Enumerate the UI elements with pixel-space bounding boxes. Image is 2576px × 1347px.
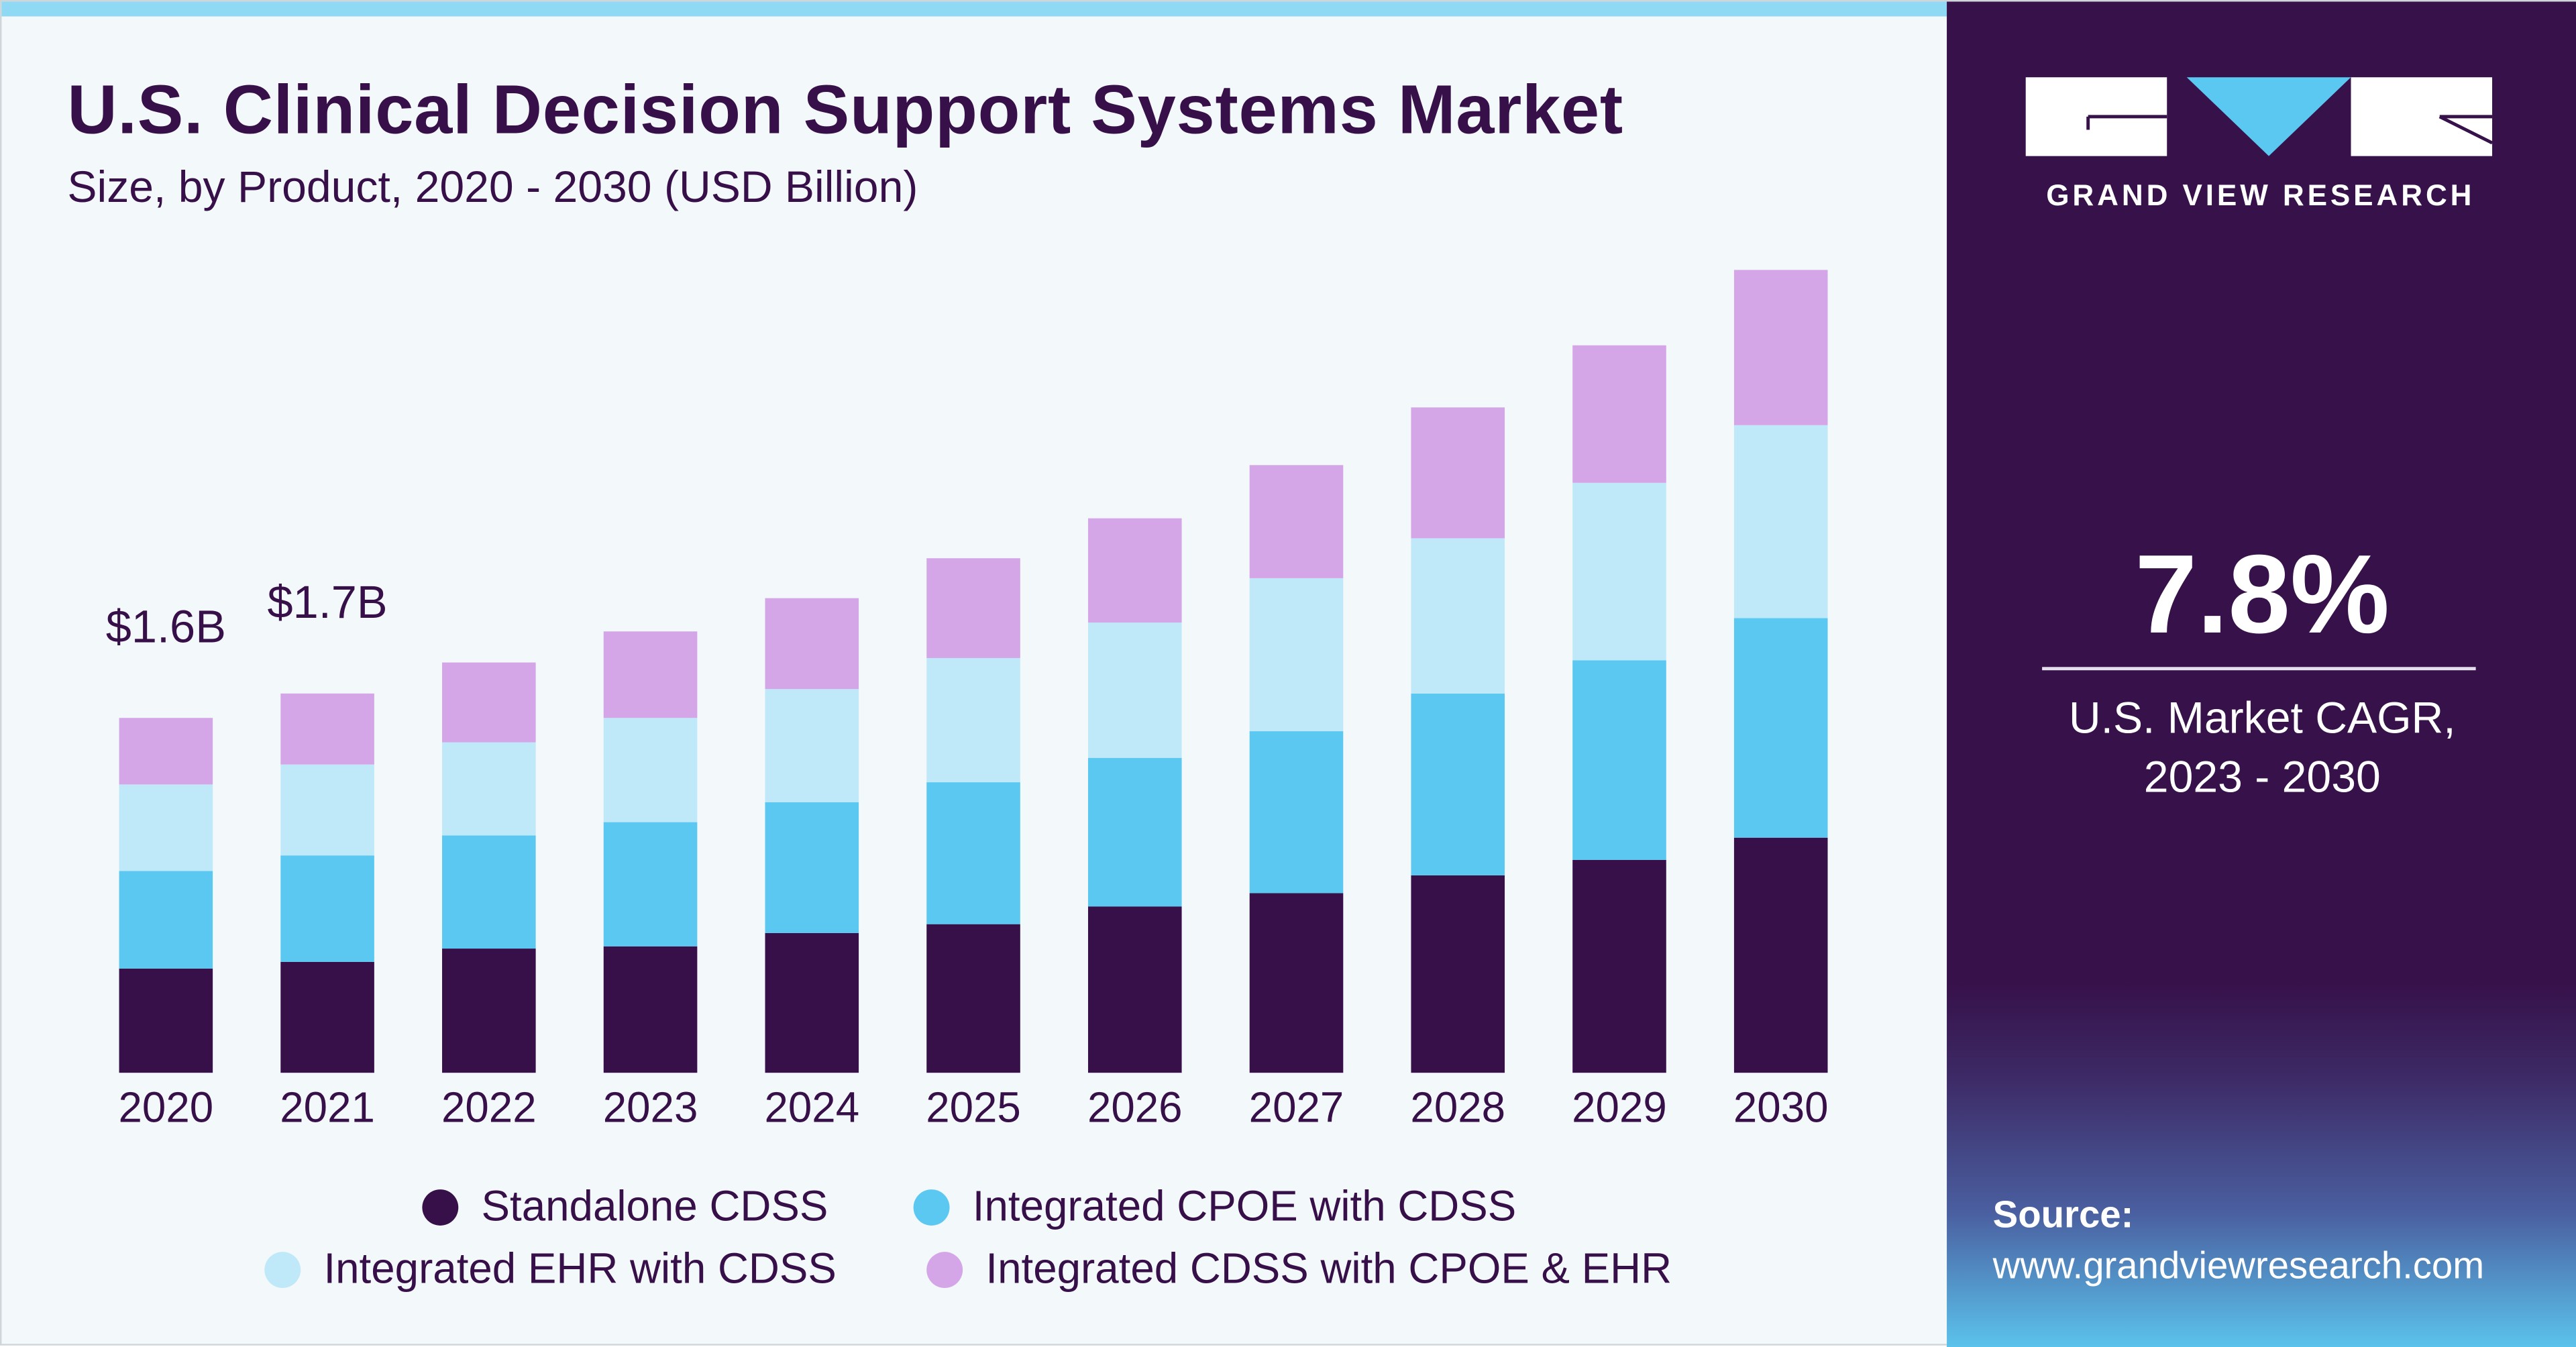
legend-item-standalone: Standalone CDSS	[422, 1181, 828, 1232]
bar-segment-2024-1	[765, 802, 859, 933]
legend-item-cpoe: Integrated CPOE with CDSS	[913, 1181, 1517, 1232]
bar-segment-2025-1	[926, 782, 1020, 924]
bar-segment-2029-3	[1572, 345, 1666, 483]
bar-segment-2020-3	[119, 718, 213, 785]
bar-segment-2027-2	[1249, 578, 1344, 732]
bar-segment-2020-2	[119, 784, 213, 871]
bar-segment-2030-1	[1733, 618, 1828, 838]
x-tick-label: 2025	[926, 1084, 1021, 1132]
legend-label: Integrated CDSS with CPOE & EHR	[985, 1243, 1672, 1293]
data-label: $1.6B	[106, 601, 226, 653]
bar-segment-2022-1	[442, 835, 536, 949]
bar-segment-2021-1	[280, 855, 374, 962]
bar-segment-2028-0	[1411, 875, 1505, 1073]
bar-segment-2023-2	[603, 718, 698, 822]
source-url[interactable]: www.grandviewresearch.com	[1992, 1243, 2485, 1287]
x-tick-label: 2029	[1572, 1084, 1667, 1132]
bar-segment-2024-0	[765, 932, 859, 1073]
cagr-label-line-2: 2023 - 2030	[2143, 752, 2381, 802]
x-tick-label: 2030	[1733, 1084, 1829, 1132]
chart-subtitle: Size, by Product, 2020 - 2030 (USD Billi…	[67, 162, 918, 212]
chart-title: U.S. Clinical Decision Support Systems M…	[67, 70, 1623, 148]
bar-segment-2030-3	[1733, 270, 1828, 425]
bar-segment-2025-2	[926, 657, 1020, 783]
legend-swatch	[264, 1250, 301, 1287]
bar-segment-2022-0	[442, 949, 536, 1073]
brand-name: GRAND VIEW RESEARCH	[2046, 178, 2475, 212]
bar-segment-2028-3	[1411, 407, 1505, 539]
top-accent-bar	[1, 1, 1947, 17]
legend-label: Integrated CPOE with CDSS	[972, 1181, 1517, 1231]
cagr-label: U.S. Market CAGR, 2023 - 2030	[1947, 688, 2576, 806]
x-tick-label: 2022	[441, 1084, 537, 1132]
data-label: $1.7B	[267, 576, 387, 628]
bar-segment-2027-3	[1249, 465, 1344, 578]
x-tick-label: 2028	[1410, 1084, 1505, 1132]
x-tick-label: 2024	[764, 1084, 859, 1132]
cagr-label-line-1: U.S. Market CAGR,	[2068, 693, 2456, 743]
legend-swatch	[913, 1188, 950, 1225]
bar-segment-2022-3	[442, 662, 536, 743]
bar-segment-2023-3	[603, 631, 698, 718]
legend-swatch	[926, 1250, 963, 1287]
grand-view-research-logo	[2025, 77, 2493, 156]
bar-segment-2026-3	[1087, 518, 1182, 623]
bar-segment-2026-0	[1087, 906, 1182, 1073]
bar-segment-2020-0	[119, 968, 213, 1073]
x-tick-label: 2027	[1249, 1084, 1344, 1132]
bar-segment-2029-2	[1572, 482, 1666, 661]
bar-segment-2021-0	[280, 961, 374, 1073]
x-tick-label: 2026	[1087, 1084, 1183, 1132]
legend-label: Integrated EHR with CDSS	[323, 1243, 837, 1293]
bar-segment-2021-3	[280, 693, 374, 765]
bar-segment-2022-2	[442, 742, 536, 836]
bar-segment-2021-2	[280, 764, 374, 856]
x-tick-label: 2021	[280, 1084, 375, 1132]
legend-item-cdss-cpoe-ehr: Integrated CDSS with CPOE & EHR	[926, 1244, 1672, 1295]
legend-label: Standalone CDSS	[481, 1181, 828, 1231]
bar-chart: 2020 $1.6B 2021 $1.7B 2022 2023 2024 2025 2026 20…	[106, 270, 1829, 1132]
bar-segment-2028-1	[1411, 693, 1505, 875]
bar-segment-2028-2	[1411, 538, 1505, 694]
bar-segment-2030-0	[1733, 837, 1828, 1073]
bar-segment-2026-1	[1087, 757, 1182, 907]
x-tick-label: 2023	[603, 1084, 698, 1132]
bar-segment-2024-3	[765, 598, 859, 690]
bar-segment-2027-0	[1249, 893, 1344, 1073]
legend-item-ehr: Integrated EHR with CDSS	[264, 1244, 837, 1295]
bar-segment-2020-1	[119, 871, 213, 969]
divider	[2042, 667, 2476, 671]
bar-segment-2026-2	[1087, 623, 1182, 758]
source-label: Source:	[1992, 1192, 2134, 1236]
legend-swatch	[422, 1188, 459, 1225]
x-tick-label: 2020	[119, 1084, 214, 1132]
bar-segment-2023-1	[603, 822, 698, 947]
bar-segment-2029-0	[1572, 859, 1666, 1073]
side-panel: GRAND VIEW RESEARCH 7.8% U.S. Market CAG…	[1947, 1, 2576, 1347]
cagr-value: 7.8%	[2135, 532, 2390, 657]
bar-segment-2024-2	[765, 689, 859, 802]
bar-segment-2025-3	[926, 558, 1020, 658]
bar-segment-2027-1	[1249, 731, 1344, 894]
bar-segment-2029-1	[1572, 660, 1666, 860]
bar-segment-2030-2	[1733, 425, 1828, 618]
bar-segment-2025-0	[926, 924, 1020, 1073]
bar-segment-2023-0	[603, 946, 698, 1073]
